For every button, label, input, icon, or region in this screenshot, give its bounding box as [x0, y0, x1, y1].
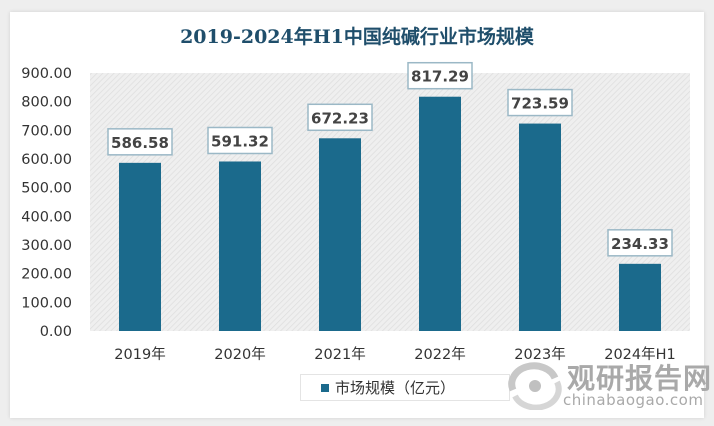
y-tick-label: 600.00 — [21, 152, 72, 168]
y-tick-label: 500.00 — [21, 181, 72, 197]
data-label: 672.23 — [311, 109, 369, 127]
data-label-box — [607, 229, 673, 257]
bar — [419, 96, 461, 331]
bar — [619, 263, 661, 331]
x-tick-label: 2024年H1 — [604, 346, 676, 363]
chart-title: 2019-2024年H1中国纯碱行业市场规模 — [180, 26, 534, 48]
x-tick-label: 2021年 — [314, 346, 365, 363]
y-tick-label: 400.00 — [21, 209, 72, 225]
data-label: 817.29 — [411, 68, 469, 86]
bar — [119, 162, 161, 331]
x-tick-label: 2019年 — [114, 346, 165, 363]
y-tick-label: 300.00 — [21, 238, 72, 254]
x-tick-label: 2023年 — [514, 346, 565, 363]
watermark-cn: 观研报告网 — [567, 362, 713, 395]
bar — [519, 123, 561, 332]
data-label-box — [107, 128, 173, 156]
y-tick-label: 900.00 — [21, 66, 72, 82]
plot-area — [90, 73, 690, 331]
data-label: 234.33 — [611, 235, 669, 253]
x-tick-label: 2020年 — [214, 346, 265, 363]
bar — [219, 161, 261, 331]
y-tick-label: 100.00 — [21, 295, 72, 311]
data-label: 586.58 — [111, 134, 169, 152]
y-tick-label: 200.00 — [21, 267, 72, 283]
legend: 市场规模（亿元） — [300, 374, 510, 401]
y-tick-label: 800.00 — [21, 95, 72, 111]
data-label-box — [507, 88, 573, 117]
data-label-box — [307, 103, 373, 132]
watermark-logo-icon — [508, 362, 562, 410]
data-label: 723.59 — [511, 95, 569, 113]
data-label: 591.32 — [211, 132, 269, 150]
watermark-en: chinabaogao.com — [563, 391, 704, 409]
bar — [319, 138, 361, 331]
y-tick-label: 0.00 — [40, 324, 72, 340]
legend-label: 市场规模（亿元） — [335, 379, 456, 397]
x-tick-label: 2022年 — [414, 346, 465, 363]
legend-swatch — [321, 383, 329, 392]
y-tick-label: 700.00 — [21, 123, 72, 139]
data-label-box — [407, 61, 473, 90]
data-label-box — [207, 126, 273, 155]
